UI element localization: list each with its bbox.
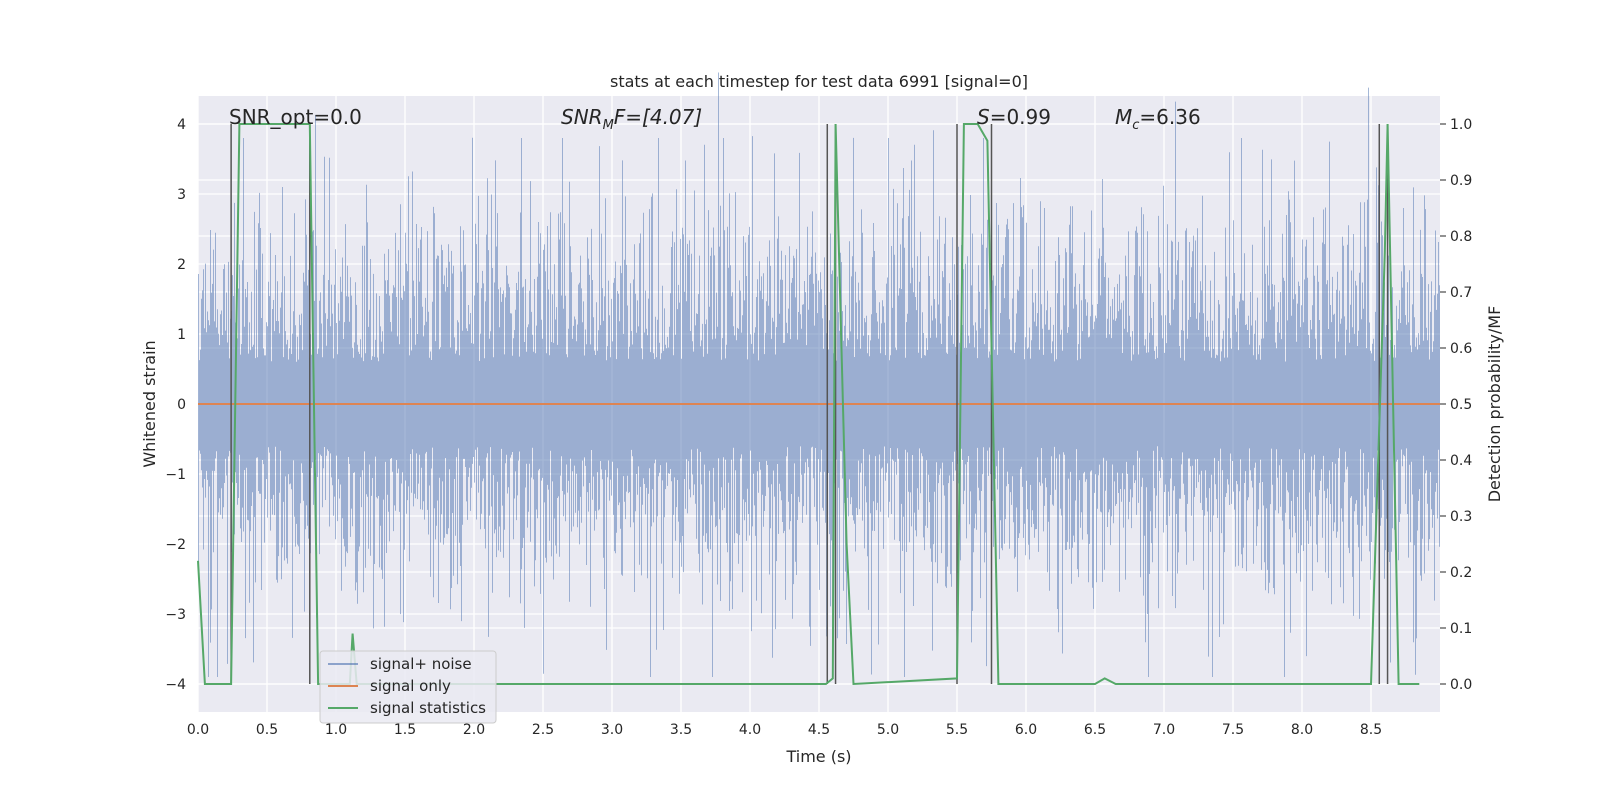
x-tick-label: 4.0 — [739, 722, 761, 738]
annotation-snr-mf-symbol: SNR — [561, 105, 603, 129]
x-axis-label: Time (s) — [785, 747, 851, 766]
annotation-snr-mf-subscript: M — [603, 118, 614, 133]
vertical-markers — [230, 124, 1389, 684]
x-tick-label: 6.0 — [1015, 722, 1037, 738]
y-axis-label-left: Whitened strain — [140, 340, 159, 467]
y-tick-label-right: 0.0 — [1450, 677, 1472, 693]
signal-statistics-series — [197, 123, 1420, 686]
y-tick-label-right: 0.9 — [1450, 173, 1472, 189]
y-tick-label-right: 1.0 — [1450, 117, 1472, 133]
annotation-mc-value: =6.36 — [1139, 105, 1200, 129]
annotation-mc-subscript: c — [1132, 118, 1139, 133]
annotation-mc-symbol: M — [1115, 105, 1132, 129]
y-tick-label-left: 4 — [177, 117, 186, 133]
y-ticks-left: 4 3 2 1 0 −1 −2 −3 −4 — [165, 117, 186, 693]
annotation-snr-opt: SNR_opt=0.0 — [229, 105, 362, 129]
y-axis-label-right: Detection probability/MF — [1485, 306, 1504, 503]
x-tick-label: 7.5 — [1222, 722, 1244, 738]
annotation-snr-mf: SNRMF=[4.07] — [561, 105, 702, 133]
y-tick-label-right: 0.2 — [1450, 565, 1472, 581]
y-tick-label-right: 0.8 — [1450, 229, 1472, 245]
y-tick-label-left: −4 — [165, 677, 186, 693]
x-tick-label: 7.0 — [1153, 722, 1175, 738]
x-ticks: 0.0 0.5 1.0 1.5 2.0 2.5 3.0 3.5 4.0 4.5 5.0 5.5 6.0 6… — [187, 722, 1382, 738]
x-tick-label: 4.5 — [808, 722, 830, 738]
annotation-s-value: =0.99 — [990, 105, 1051, 129]
legend: signal+ noise signal only signal statist… — [319, 650, 497, 724]
x-tick-label: 0.5 — [256, 722, 278, 738]
legend-label-stats: signal statistics — [370, 699, 486, 717]
y-ticks-right: 1.0 0.9 0.8 0.7 0.6 0.5 0.4 0.3 0.2 0.1 0.0 — [1440, 117, 1472, 693]
x-tick-label: 5.0 — [877, 722, 899, 738]
y-tick-label-left: 2 — [177, 257, 186, 273]
annotation-mc: Mc=6.36 — [1115, 105, 1201, 133]
x-tick-label: 8.0 — [1291, 722, 1313, 738]
y-tick-label-left: 3 — [177, 187, 186, 203]
y-tick-label-left: 1 — [177, 327, 186, 343]
signal-noise-series — [198, 72, 1440, 677]
y-tick-label-right: 0.3 — [1450, 509, 1472, 525]
y-tick-label-right: 0.6 — [1450, 341, 1472, 357]
x-tick-label: 1.0 — [325, 722, 347, 738]
chart-title: stats at each timestep for test data 699… — [610, 72, 1028, 91]
x-tick-label: 6.5 — [1084, 722, 1106, 738]
x-tick-label: 3.0 — [601, 722, 623, 738]
x-tick-label: 5.5 — [946, 722, 968, 738]
x-tick-label: 8.5 — [1360, 722, 1382, 738]
y-tick-label-left: −1 — [165, 467, 186, 483]
legend-label-noise: signal+ noise — [370, 655, 472, 673]
y-tick-label-right: 0.5 — [1450, 397, 1472, 413]
x-tick-label: 0.0 — [187, 722, 209, 738]
legend-box — [319, 650, 497, 724]
x-tick-label: 1.5 — [394, 722, 416, 738]
y-tick-label-left: −2 — [165, 537, 186, 553]
y-tick-label-right: 0.1 — [1450, 621, 1472, 637]
annotation-s: S=0.99 — [977, 105, 1051, 129]
y-tick-label-right: 0.7 — [1450, 285, 1472, 301]
y-tick-label-left: −3 — [165, 607, 186, 623]
x-tick-label: 2.0 — [463, 722, 485, 738]
x-tick-label: 3.5 — [670, 722, 692, 738]
annotation-snr-mf-value: F=[4.07] — [614, 105, 702, 129]
x-tick-label: 2.5 — [532, 722, 554, 738]
noise-trace — [198, 72, 1440, 677]
y-tick-label-right: 0.4 — [1450, 453, 1472, 469]
annotation-s-symbol: S — [977, 105, 990, 129]
y-tick-label-left: 0 — [177, 397, 186, 413]
annotation-snr-mf-f: F=[4.07] — [614, 105, 702, 129]
legend-label-signal: signal only — [370, 677, 451, 695]
